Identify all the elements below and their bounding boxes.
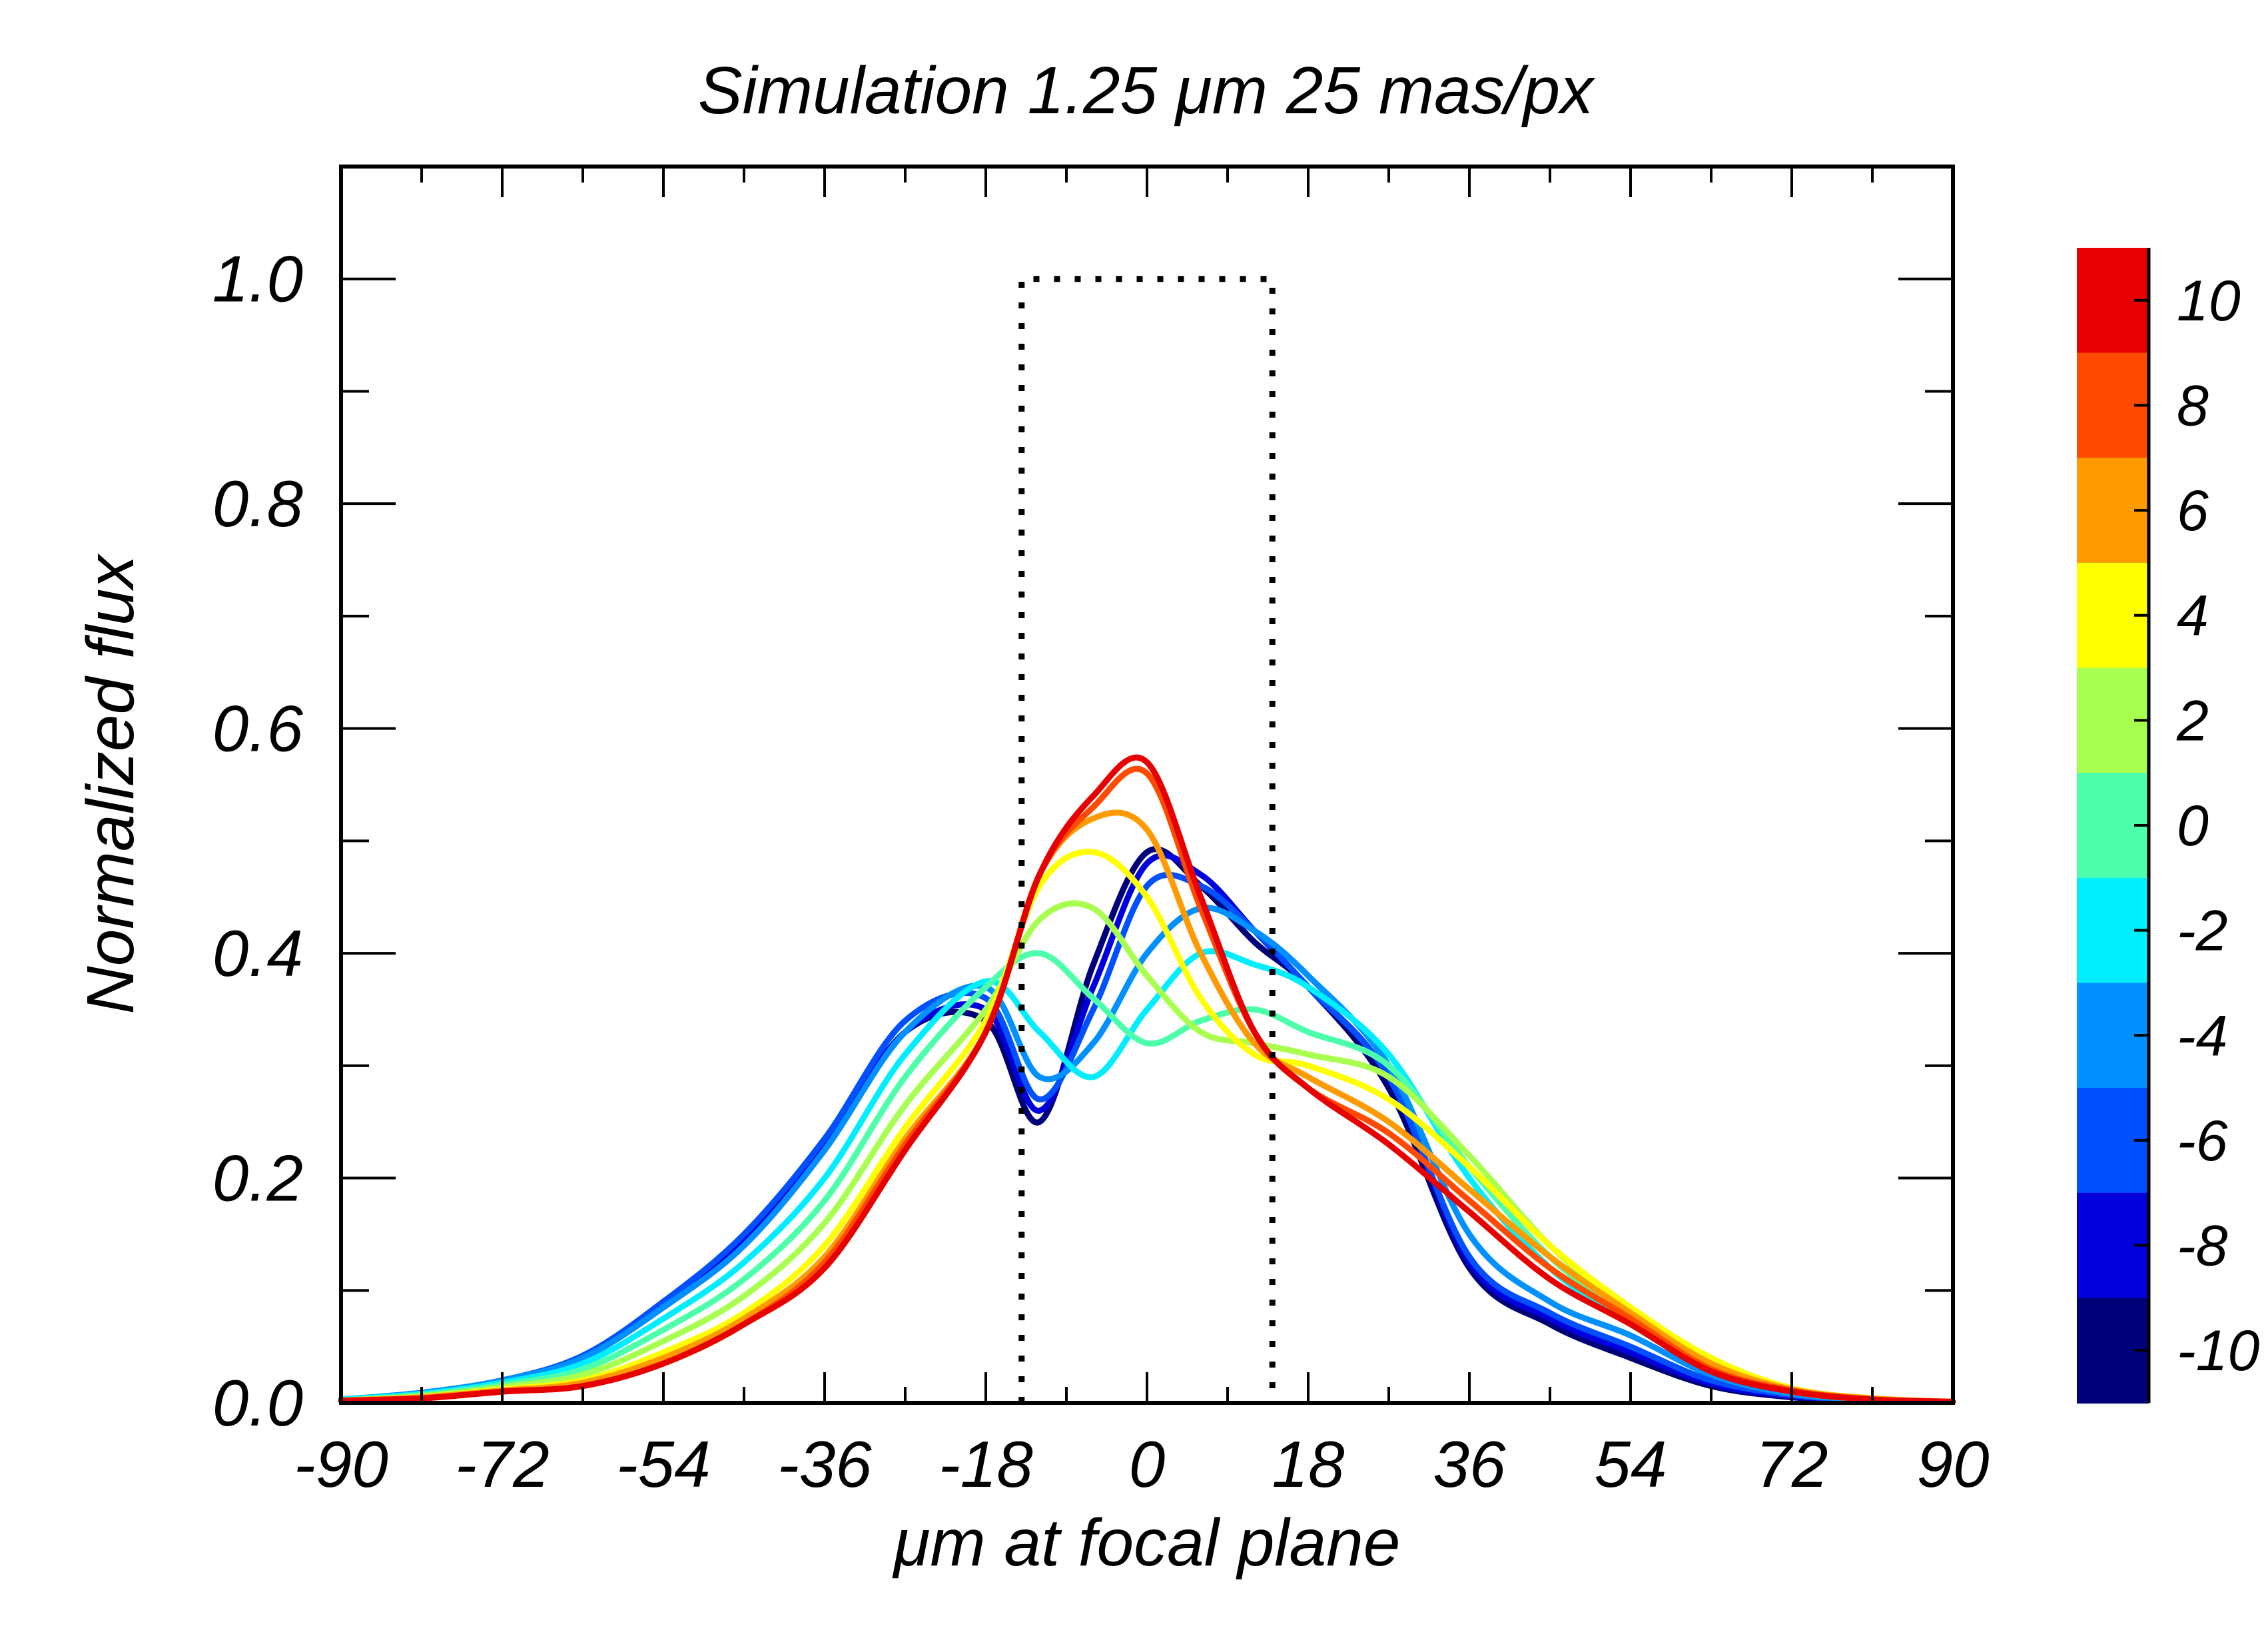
x-tick-label: -18 — [939, 1428, 1033, 1501]
colorbar-label: -2 — [2177, 899, 2227, 963]
y-tick-label: 0.6 — [212, 692, 304, 765]
x-tick-label: -36 — [777, 1428, 872, 1501]
colorbar: 10 8 6 4 2 0 -2 -4 -6 -8 -10 — [2077, 248, 2259, 1404]
x-tick-label: 36 — [1433, 1428, 1506, 1501]
series-line-6 — [338, 809, 1956, 1405]
colorbar-label: 4 — [2177, 584, 2209, 648]
x-tick-label: 90 — [1916, 1428, 1989, 1501]
y-tick-label: 0.8 — [212, 467, 303, 540]
chart-title: Simulation 1.25 μm 25 mas/px — [698, 53, 1595, 128]
colorbar-label: 0 — [2177, 794, 2209, 858]
plot-area — [338, 165, 1956, 1405]
series-line--6 — [338, 871, 1956, 1405]
y-tick-label: 0.0 — [212, 1366, 303, 1440]
series-line--10 — [338, 846, 1956, 1405]
y-axis-label: Normalized flux — [73, 553, 148, 1014]
y-tick-label: 1.0 — [212, 242, 303, 316]
plot-frame — [339, 165, 1955, 1405]
series-line--4 — [338, 905, 1956, 1405]
colorbar-label: -6 — [2177, 1109, 2228, 1173]
x-tick-label: 0 — [1129, 1428, 1166, 1501]
y-tick-labels: 0.0 0.2 0.4 0.6 0.8 1.0 — [212, 242, 304, 1440]
x-tick-labels: -90 -72 -54 -36 -18 0 18 36 54 72 90 — [294, 1428, 1989, 1501]
series-line-0 — [338, 950, 1956, 1405]
series-line-2 — [338, 900, 1956, 1405]
x-tick-label: 54 — [1594, 1428, 1667, 1501]
x-tick-label: 72 — [1755, 1428, 1828, 1501]
aperture-outline — [1018, 276, 1276, 1403]
series-line--8 — [338, 852, 1956, 1405]
x-tick-label: -54 — [616, 1428, 711, 1501]
series-line-10 — [338, 754, 1956, 1405]
y-tick-label: 0.2 — [212, 1142, 303, 1215]
x-tick-label: -72 — [455, 1428, 550, 1501]
colorbar-label: -8 — [2177, 1214, 2228, 1278]
colorbar-label: 10 — [2177, 269, 2241, 333]
series-line-4 — [338, 849, 1956, 1405]
axis-ticks — [340, 165, 1954, 1404]
x-axis-label: μm at focal plane — [892, 1505, 1401, 1580]
x-tick-label: 18 — [1272, 1428, 1344, 1501]
colorbar-label: 8 — [2177, 374, 2209, 438]
series-line--2 — [338, 948, 1956, 1405]
colorbar-label: 6 — [2177, 479, 2209, 543]
aperture-group — [1018, 276, 1276, 1403]
colorbar-label: -4 — [2177, 1004, 2227, 1068]
colorbar-label: -10 — [2177, 1319, 2259, 1383]
series-group — [338, 754, 1956, 1405]
x-tick-label: -90 — [294, 1428, 388, 1501]
y-tick-label: 0.4 — [212, 917, 303, 990]
colorbar-label: 2 — [2176, 689, 2209, 753]
